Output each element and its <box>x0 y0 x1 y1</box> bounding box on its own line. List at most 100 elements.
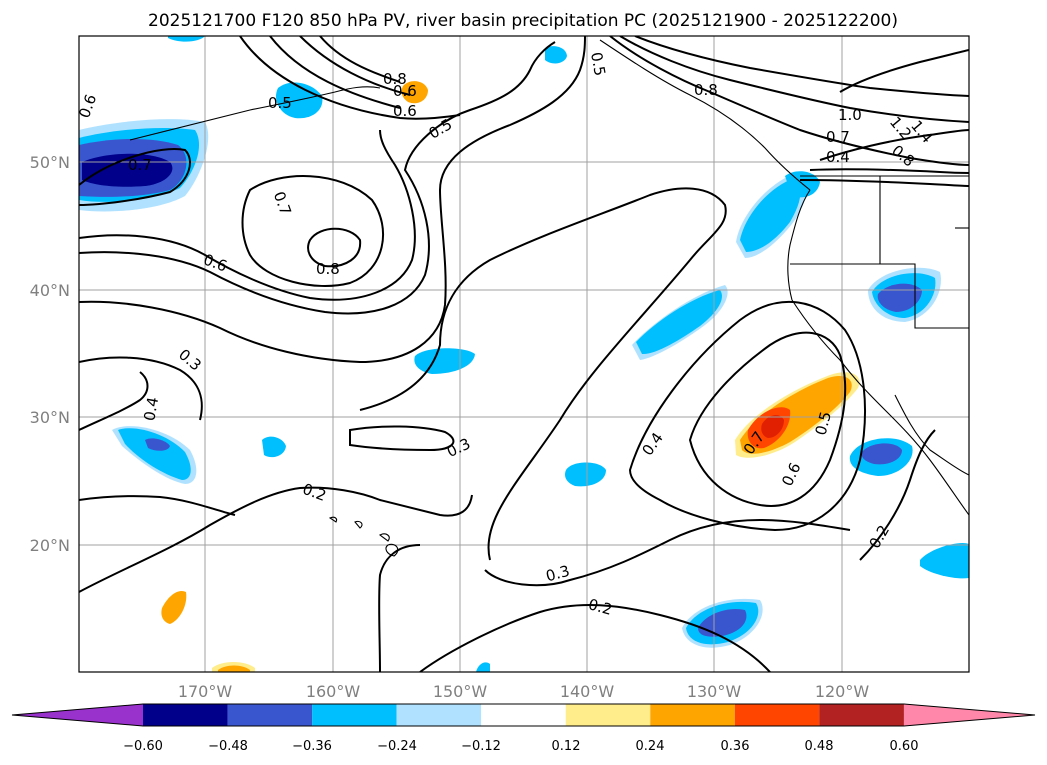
ca-coast <box>791 299 969 516</box>
contour-label: 0.5 <box>587 51 609 78</box>
shade-w-cyan <box>118 428 191 480</box>
shade-mid-c <box>262 436 286 458</box>
colorbar-tick-label: 0.60 <box>890 739 919 754</box>
contour-label: 0.7 <box>128 156 152 174</box>
shade-w-blue <box>145 438 170 451</box>
lon-tick-label: 150°W <box>433 682 488 701</box>
colorbar-extend-min <box>12 704 143 726</box>
colorbar-segments <box>12 704 1035 726</box>
contour-top-1 <box>319 36 401 83</box>
contour-ne-1 <box>609 36 969 166</box>
colorbar-segment <box>734 704 820 726</box>
se-alaska-coast <box>599 39 811 191</box>
contour-label: 0.8 <box>383 70 407 88</box>
lon-tick-label: 140°W <box>560 682 615 701</box>
colorbar-tick-label: −0.12 <box>461 739 501 754</box>
hawaii-1 <box>328 516 338 523</box>
contour-label: 0.6 <box>393 82 417 100</box>
shade-ca-blue <box>877 283 922 312</box>
figure-title: 2025121700 F120 850 hPa PV, river basin … <box>148 11 898 31</box>
contour-label: 0.2 <box>586 595 614 619</box>
colorbar-tick-label: 0.48 <box>805 739 834 754</box>
contour-ne-6 <box>809 168 969 174</box>
bc-coast <box>787 189 811 301</box>
colorbar-tick-label: −0.60 <box>123 739 163 754</box>
lat-tick-label: 50°N <box>30 153 70 172</box>
lon-tick-label: 160°W <box>306 682 361 701</box>
coastlines <box>129 39 969 557</box>
contour-label: 0.8 <box>694 81 718 99</box>
contour-label: 0.5 <box>268 94 292 112</box>
shade-se-a-blue <box>861 443 902 465</box>
lat-tick-label: 40°N <box>30 281 70 300</box>
contour-ne-5 <box>819 129 969 161</box>
contour-0.2-low <box>79 486 473 593</box>
contour-0.3-se <box>628 300 866 532</box>
shade-coast-cyan <box>740 178 801 252</box>
contour-ne-7 <box>799 179 969 187</box>
hawaii-4 <box>385 543 399 557</box>
lat-tick-label: 30°N <box>30 408 70 427</box>
contour-0.7-far-nw <box>79 148 191 206</box>
colorbar-segment <box>143 704 228 726</box>
colorbar-segment <box>396 704 482 726</box>
hawaii-2 <box>354 520 363 529</box>
colorbar-segment <box>312 704 397 726</box>
alaska-coast <box>129 86 381 141</box>
colorbar-tick-label: 0.12 <box>552 739 581 754</box>
colorbar-segment <box>227 704 313 726</box>
contour-label: 0.4 <box>826 148 850 166</box>
contour-0.4-w <box>79 371 149 431</box>
contour-0.2-se <box>859 429 936 561</box>
lat-ticks: 50°N 40°N 30°N 20°N <box>30 153 70 555</box>
colorbar-extend-max <box>903 704 1035 726</box>
contour-0.4-se <box>688 331 847 507</box>
contour-0.6 <box>79 129 416 301</box>
lon-ticks: 170°W 160°W 150°W 140°W 130°W 120°W <box>178 682 870 701</box>
colorbar-tick-label: −0.48 <box>208 739 248 754</box>
colorbar-segment <box>819 704 904 726</box>
shade-se-b <box>920 542 969 579</box>
colorbar-ticks: −0.60 −0.48 −0.36 −0.24 −0.12 0.12 0.24 … <box>123 739 918 754</box>
shade-mid-b <box>565 462 606 487</box>
lon-tick-label: 120°W <box>815 682 870 701</box>
lon-tick-label: 170°W <box>178 682 233 701</box>
contour-ne-4 <box>839 49 969 93</box>
colorbar: −0.60 −0.48 −0.36 −0.24 −0.12 0.12 0.24 … <box>11 703 1036 754</box>
contour-0.3-low <box>484 518 851 587</box>
contour-label: 0.5 <box>812 410 836 438</box>
contour-0.3-loop <box>349 425 455 452</box>
contour-0.2-south <box>419 603 771 672</box>
shade-bot-orange2 <box>218 665 250 672</box>
shade-bot-orange <box>161 590 187 624</box>
lat-tick-label: 20°N <box>30 536 70 555</box>
map-frame <box>78 35 970 673</box>
shade-streak <box>636 290 722 355</box>
pv-contours <box>79 36 969 672</box>
contour-ne-3 <box>634 36 969 97</box>
shade-top-orange <box>401 81 428 104</box>
contour-0.5-a <box>79 41 556 315</box>
shade-top-c <box>168 36 205 42</box>
contour-top-2 <box>299 36 411 96</box>
shade-bot-cyan <box>476 662 490 672</box>
contour-top-4 <box>239 36 461 120</box>
contour-label: 0.4 <box>140 396 162 423</box>
shade-s-blue <box>698 608 747 637</box>
colorbar-tick-label: −0.36 <box>292 739 332 754</box>
colorbar-tick-label: −0.24 <box>377 739 417 754</box>
contour-top-3 <box>269 36 401 109</box>
gridlines <box>79 36 969 672</box>
baja-coast <box>894 394 969 476</box>
map-area: 0.6 0.7 0.7 0.6 0.8 0.5 0.6 0.5 0.8 0.5 … <box>79 36 969 672</box>
colorbar-tick-label: 0.24 <box>636 739 665 754</box>
colorbar-segment <box>565 704 651 726</box>
contour-0.2-big <box>359 187 727 561</box>
contour-0.7-nw <box>241 175 385 287</box>
contour-0.4-a <box>79 36 586 364</box>
contour-0.2-sw <box>79 495 236 516</box>
contour-label: 1.0 <box>838 106 862 124</box>
colorbar-outline <box>11 703 1036 727</box>
contour-0.2-bottom <box>378 544 421 672</box>
